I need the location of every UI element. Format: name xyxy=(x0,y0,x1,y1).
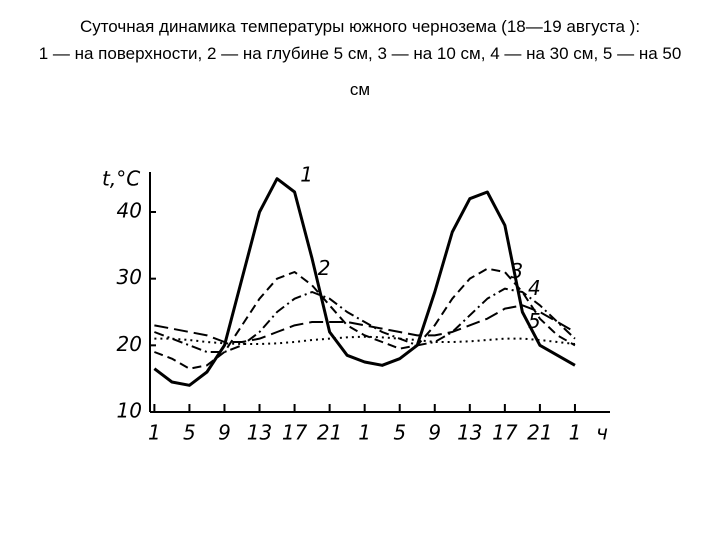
x-tick-label: 17 xyxy=(282,421,308,445)
series-label: 3 xyxy=(510,259,523,283)
x-tick-label: 13 xyxy=(457,421,482,445)
series-line xyxy=(154,287,576,353)
series-line xyxy=(154,304,576,343)
y-tick-label: 40 xyxy=(117,199,142,223)
x-tick-label: 9 xyxy=(428,421,441,445)
series-line xyxy=(154,335,576,345)
series-label: 1 xyxy=(300,163,313,187)
y-tick-label: 10 xyxy=(117,399,142,423)
x-tick-label: 5 xyxy=(183,421,196,445)
chart-subtitle: 1 — на поверхности, 2 — на глубине 5 см,… xyxy=(38,44,682,99)
x-tick-label: 1 xyxy=(358,421,371,445)
series-line xyxy=(154,267,576,370)
series-line xyxy=(153,177,576,387)
x-tick-label: 17 xyxy=(492,421,518,445)
series-label: 4 xyxy=(528,276,541,300)
x-tick-label: 9 xyxy=(218,421,231,445)
y-tick-label: 30 xyxy=(117,265,142,289)
x-tick-label: 21 xyxy=(317,421,342,445)
x-tick-label: 5 xyxy=(393,421,406,445)
x-tick-label: 21 xyxy=(527,421,552,445)
series-label: 5 xyxy=(528,309,541,333)
x-tick-label: 1 xyxy=(569,421,582,445)
y-tick-label: 20 xyxy=(117,332,142,356)
series-label: 2 xyxy=(318,256,331,280)
x-tick-label: 1 xyxy=(148,421,161,445)
header: Суточная динамика температуры южного чер… xyxy=(30,18,690,108)
x-axis-label: ч xyxy=(596,421,608,445)
x-tick-label: 13 xyxy=(247,421,272,445)
chart-title: Суточная динамика температуры южного чер… xyxy=(79,17,641,36)
y-axis-label: t,°C xyxy=(102,167,140,191)
